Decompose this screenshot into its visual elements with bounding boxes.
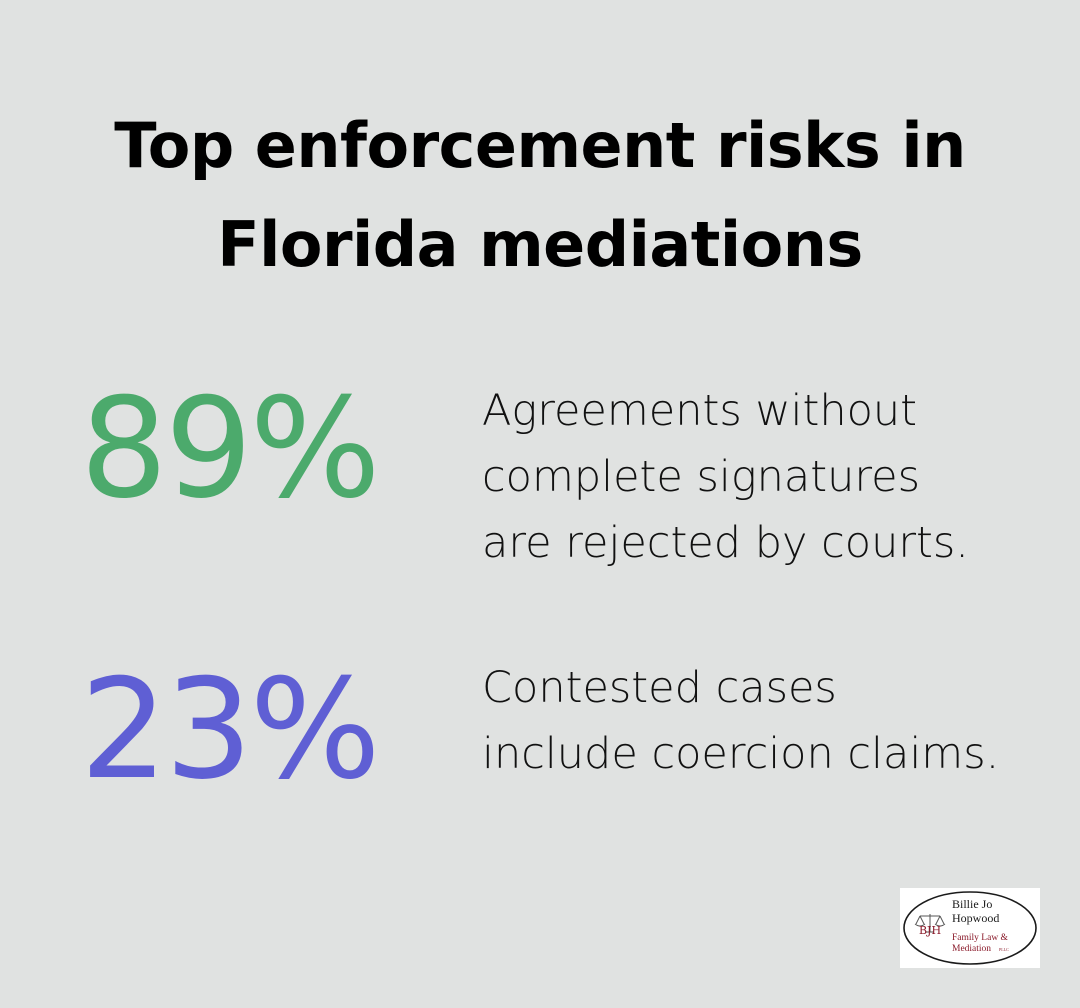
logo-name-line-1: Billie Jo [952, 897, 992, 911]
page-title: Top enforcement risks in Florida mediati… [0, 96, 1080, 294]
firm-logo-graphic: BJH Billie Jo Hopwood Family Law & Media… [903, 891, 1037, 965]
stat-value: 89% [80, 368, 381, 529]
scales-icon [914, 914, 946, 933]
logo-tagline-1: Family Law & [952, 933, 1009, 943]
stat-description-line: complete signatures [482, 452, 920, 502]
stat-description-line: include coercion claims. [482, 729, 1000, 779]
stat-description-line: are rejected by courts. [482, 518, 969, 568]
logo-tagline-2: Mediation [952, 944, 991, 954]
stat-signatures: 89% Agreements without complete signatur… [0, 378, 1080, 578]
firm-logo: BJH Billie Jo Hopwood Family Law & Media… [900, 888, 1040, 968]
stat-value: 23% [80, 649, 381, 810]
stat-coercion: 23% Contested cases include coercion cla… [0, 655, 1080, 805]
title-line-2: Florida mediations [217, 208, 863, 282]
logo-name-line-2: Hopwood [952, 911, 999, 925]
stat-description: Agreements without complete signatures a… [482, 378, 1042, 576]
title-line-1: Top enforcement risks in [114, 109, 966, 182]
logo-initials: BJH [919, 924, 941, 937]
stat-description: Contested cases include coercion claims. [482, 655, 1042, 787]
logo-suffix: PLLC [999, 947, 1009, 952]
stat-description-line: Agreements without [482, 386, 918, 436]
stat-description-line: Contested cases [482, 663, 837, 713]
